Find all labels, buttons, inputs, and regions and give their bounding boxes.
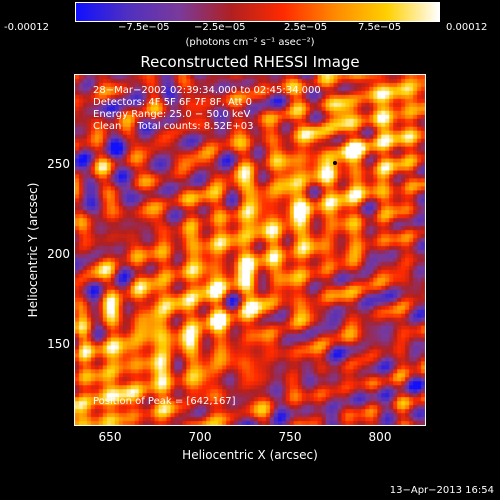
x-tick-800: 800 <box>368 430 392 444</box>
colorbar-tick-3: −2.5e−05 <box>194 22 246 33</box>
y-tick-150: 150 <box>47 337 70 351</box>
colorbar-tick-5: 7.5e−05 <box>358 22 402 33</box>
x-tick-650: 650 <box>98 430 122 444</box>
image-plot: 28−Mar−2002 02:39:34.000 to 02:45:34.000… <box>74 74 426 426</box>
info-energy-range: Energy Range: 25.0 − 50.0 keV <box>93 109 251 120</box>
y-tick-200: 200 <box>47 247 70 261</box>
colorbar-tick-4: 2.5e−05 <box>284 22 328 33</box>
info-block: 28−Mar−2002 02:39:34.000 to 02:45:34.000… <box>93 85 321 133</box>
info-counts: Clean Total counts: 8.52E+03 <box>93 121 254 132</box>
colorbar-tick-2: −7.5e−05 <box>118 22 170 33</box>
colorbar-tick-1: -0.00012 <box>4 22 49 33</box>
x-tick-750: 750 <box>278 430 302 444</box>
info-time-range: 28−Mar−2002 02:39:34.000 to 02:45:34.000 <box>93 85 321 96</box>
colorbar <box>75 2 440 22</box>
timestamp: 13−Apr−2013 16:54 <box>389 485 494 496</box>
x-axis-label: Heliocentric X (arcsec) <box>182 448 318 462</box>
y-axis-label: Heliocentric Y (arcsec) <box>26 182 40 318</box>
y-tick-250: 250 <box>47 157 70 171</box>
image-title: Reconstructed RHESSI Image <box>140 53 360 71</box>
info-detectors: Detectors: 4F 5F 6F 7F 8F, Att 0 <box>93 97 253 108</box>
rhessi-image <box>75 75 425 425</box>
colorbar-tick-6: 0.00012 <box>446 22 488 33</box>
colorbar-gradient <box>76 3 439 21</box>
peak-marker <box>333 161 337 165</box>
colorbar-unit: (photons cm⁻² s⁻¹ asec⁻²) <box>185 37 315 48</box>
x-tick-700: 700 <box>188 430 212 444</box>
peak-position: Position of Peak = [642,167] <box>93 396 236 407</box>
